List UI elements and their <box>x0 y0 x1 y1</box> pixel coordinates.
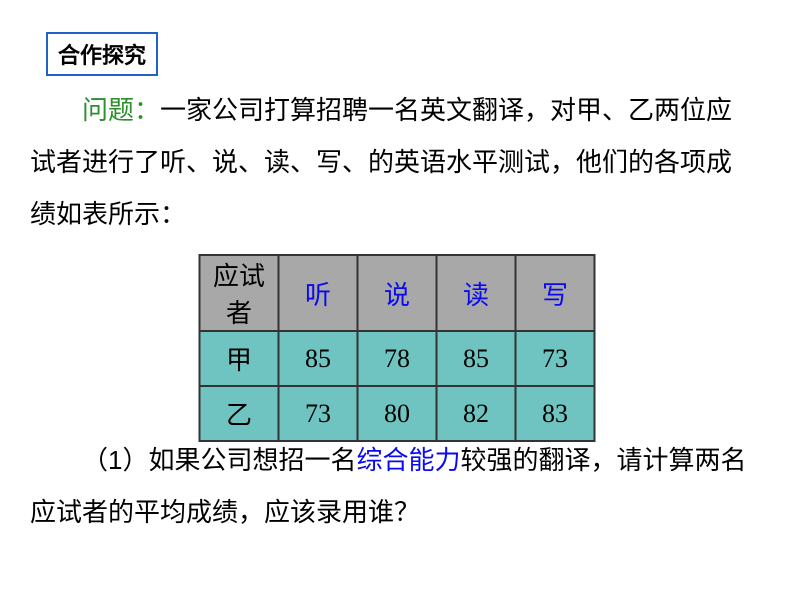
cell: 85 <box>437 331 516 386</box>
header-speak: 说 <box>358 255 437 331</box>
header-write: 写 <box>516 255 595 331</box>
header-applicant: 应试者 <box>200 255 279 331</box>
cell: 73 <box>279 386 358 441</box>
cell: 83 <box>516 386 595 441</box>
header-listen: 听 <box>279 255 358 331</box>
table-header-row: 应试者 听 说 读 写 <box>200 255 595 331</box>
table-row: 甲 85 78 85 73 <box>200 331 595 386</box>
score-table: 应试者 听 说 读 写 甲 85 78 85 73 乙 73 80 82 83 <box>199 254 596 442</box>
question-label: 问题： <box>82 95 160 125</box>
cell: 80 <box>358 386 437 441</box>
footer-prefix: （1）如果公司想招一名 <box>82 445 356 475</box>
row-label-yi: 乙 <box>200 386 279 441</box>
cell: 82 <box>437 386 516 441</box>
cell: 85 <box>279 331 358 386</box>
row-label-jia: 甲 <box>200 331 279 386</box>
cell: 73 <box>516 331 595 386</box>
score-table-container: 应试者 听 说 读 写 甲 85 78 85 73 乙 73 80 82 83 <box>199 254 596 442</box>
footer-question: （1）如果公司想招一名综合能力较强的翻译，请计算两名应试者的平均成绩，应该录用谁… <box>30 434 754 538</box>
cell: 78 <box>358 331 437 386</box>
table-row: 乙 73 80 82 83 <box>200 386 595 441</box>
header-read: 读 <box>437 255 516 331</box>
footer-highlight: 综合能力 <box>356 445 460 475</box>
badge-cooperation: 合作探究 <box>46 32 158 76</box>
problem-paragraph: 问题：一家公司打算招聘一名英文翻译，对甲、乙两位应试者进行了听、说、读、写、的英… <box>30 84 754 240</box>
